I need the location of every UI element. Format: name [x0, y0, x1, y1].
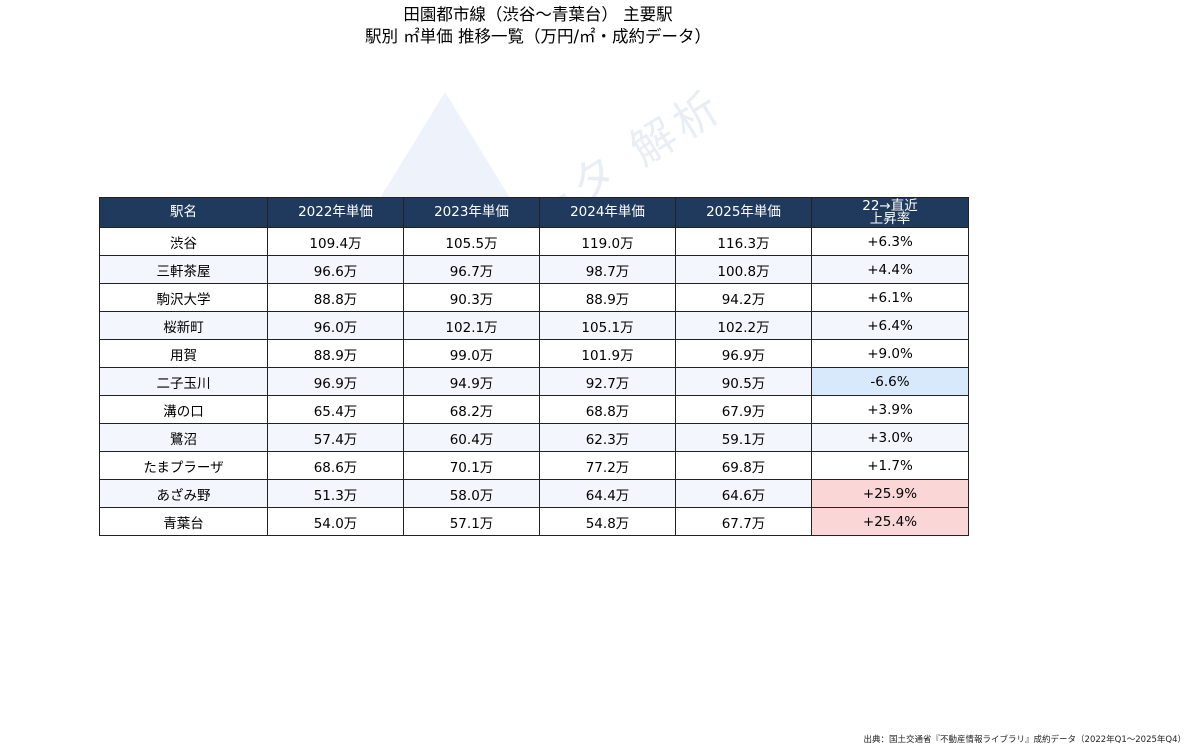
price-2025-cell: 116.3万	[675, 227, 812, 256]
price-2023-cell: 68.2万	[403, 395, 540, 424]
station-name-cell: 桜新町	[99, 311, 268, 340]
source-note: 出典：国土交通省『不動産情報ライブラリ』成約データ（2022年Q1〜2025年Q…	[863, 735, 1186, 745]
price-2022-cell: 88.9万	[267, 339, 404, 368]
price-2025-cell: 64.6万	[675, 479, 812, 508]
price-2025-cell: 67.9万	[675, 395, 812, 424]
column-header: 2022年単価	[267, 197, 404, 228]
price-2022-cell: 96.0万	[267, 311, 404, 340]
price-2024-cell: 119.0万	[539, 227, 676, 256]
table-row: 二子玉川 96.9万 94.9万 92.7万 90.5万 -6.6%	[99, 367, 969, 396]
price-2022-cell: 68.6万	[267, 451, 404, 480]
price-2023-cell: 96.7万	[403, 255, 540, 284]
table-row: 桜新町 96.0万 102.1万 105.1万 102.2万 +6.4%	[99, 311, 969, 340]
table-row: 渋谷 109.4万 105.5万 119.0万 116.3万 +6.3%	[99, 227, 969, 256]
price-2023-cell: 94.9万	[403, 367, 540, 396]
price-2024-cell: 54.8万	[539, 507, 676, 536]
table-row: 青葉台 54.0万 57.1万 54.8万 67.7万 +25.4%	[99, 507, 969, 536]
price-2025-cell: 67.7万	[675, 507, 812, 536]
price-2025-cell: 94.2万	[675, 283, 812, 312]
column-header: 2025年単価	[675, 197, 812, 228]
price-2022-cell: 109.4万	[267, 227, 404, 256]
price-2023-cell: 57.1万	[403, 507, 540, 536]
title-line-1: 田園都市線（渋谷〜青葉台） 主要駅	[403, 5, 673, 24]
price-2022-cell: 57.4万	[267, 423, 404, 452]
change-rate-cell: +25.4%	[811, 507, 969, 536]
price-2024-cell: 88.9万	[539, 283, 676, 312]
price-2024-cell: 105.1万	[539, 311, 676, 340]
station-name-cell: 二子玉川	[99, 367, 268, 396]
station-name-cell: 用賀	[99, 339, 268, 368]
change-rate-cell: +4.4%	[811, 255, 969, 284]
price-2024-cell: 68.8万	[539, 395, 676, 424]
price-2024-cell: 92.7万	[539, 367, 676, 396]
change-rate-cell: +6.3%	[811, 227, 969, 256]
column-header: 22→直近 上昇率	[811, 197, 969, 228]
station-name-cell: 青葉台	[99, 507, 268, 536]
change-rate-cell: +9.0%	[811, 339, 969, 368]
price-2025-cell: 102.2万	[675, 311, 812, 340]
price-2024-cell: 64.4万	[539, 479, 676, 508]
station-name-cell: たまプラーザ	[99, 451, 268, 480]
price-2025-cell: 90.5万	[675, 367, 812, 396]
table-row: あざみ野 51.3万 58.0万 64.4万 64.6万 +25.9%	[99, 479, 969, 508]
price-2025-cell: 96.9万	[675, 339, 812, 368]
price-2023-cell: 60.4万	[403, 423, 540, 452]
change-rate-cell: -6.6%	[811, 367, 969, 396]
chart-title: 田園都市線（渋谷〜青葉台） 主要駅 駅別 ㎡単価 推移一覧（万円/㎡・成約データ…	[0, 4, 1076, 48]
column-header: 駅名	[99, 197, 268, 228]
price-2024-cell: 62.3万	[539, 423, 676, 452]
price-2022-cell: 51.3万	[267, 479, 404, 508]
price-2023-cell: 70.1万	[403, 451, 540, 480]
change-rate-cell: +1.7%	[811, 451, 969, 480]
station-name-cell: 渋谷	[99, 227, 268, 256]
table-row: 三軒茶屋 96.6万 96.7万 98.7万 100.8万 +4.4%	[99, 255, 969, 284]
station-name-cell: 溝の口	[99, 395, 268, 424]
table-row: 駒沢大学 88.8万 90.3万 88.9万 94.2万 +6.1%	[99, 283, 969, 312]
price-2022-cell: 88.8万	[267, 283, 404, 312]
price-2024-cell: 101.9万	[539, 339, 676, 368]
price-2024-cell: 77.2万	[539, 451, 676, 480]
price-2022-cell: 65.4万	[267, 395, 404, 424]
price-2022-cell: 96.6万	[267, 255, 404, 284]
price-2024-cell: 98.7万	[539, 255, 676, 284]
table-row: 鷺沼 57.4万 60.4万 62.3万 59.1万 +3.0%	[99, 423, 969, 452]
price-2025-cell: 59.1万	[675, 423, 812, 452]
station-name-cell: 三軒茶屋	[99, 255, 268, 284]
title-line-2: 駅別 ㎡単価 推移一覧（万円/㎡・成約データ）	[364, 27, 712, 46]
price-2022-cell: 54.0万	[267, 507, 404, 536]
table-row: 溝の口 65.4万 68.2万 68.8万 67.9万 +3.9%	[99, 395, 969, 424]
table-header-row: 駅名 2022年単価 2023年単価 2024年単価 2025年単価 22→直近 上昇率	[99, 197, 969, 228]
column-header: 2023年単価	[403, 197, 540, 228]
price-2023-cell: 99.0万	[403, 339, 540, 368]
station-name-cell: 鷺沼	[99, 423, 268, 452]
price-2022-cell: 96.9万	[267, 367, 404, 396]
change-rate-cell: +25.9%	[811, 479, 969, 508]
price-2023-cell: 105.5万	[403, 227, 540, 256]
table-row: 用賀 88.9万 99.0万 101.9万 96.9万 +9.0%	[99, 339, 969, 368]
station-name-cell: あざみ野	[99, 479, 268, 508]
table-body: 渋谷 109.4万 105.5万 119.0万 116.3万 +6.3% 三軒茶屋 96.6万…	[99, 227, 969, 536]
change-rate-cell: +3.0%	[811, 423, 969, 452]
column-header: 2024年単価	[539, 197, 676, 228]
station-name-cell: 駒沢大学	[99, 283, 268, 312]
table-row: たまプラーザ 68.6万 70.1万 77.2万 69.8万 +1.7%	[99, 451, 969, 480]
price-2023-cell: 58.0万	[403, 479, 540, 508]
price-2025-cell: 69.8万	[675, 451, 812, 480]
change-rate-cell: +6.1%	[811, 283, 969, 312]
price-2023-cell: 90.3万	[403, 283, 540, 312]
change-rate-cell: +3.9%	[811, 395, 969, 424]
price-2023-cell: 102.1万	[403, 311, 540, 340]
change-rate-cell: +6.4%	[811, 311, 969, 340]
price-table: 駅名 2022年単価 2023年単価 2024年単価 2025年単価 22→直近 上昇率 渋…	[99, 197, 969, 536]
price-2025-cell: 100.8万	[675, 255, 812, 284]
